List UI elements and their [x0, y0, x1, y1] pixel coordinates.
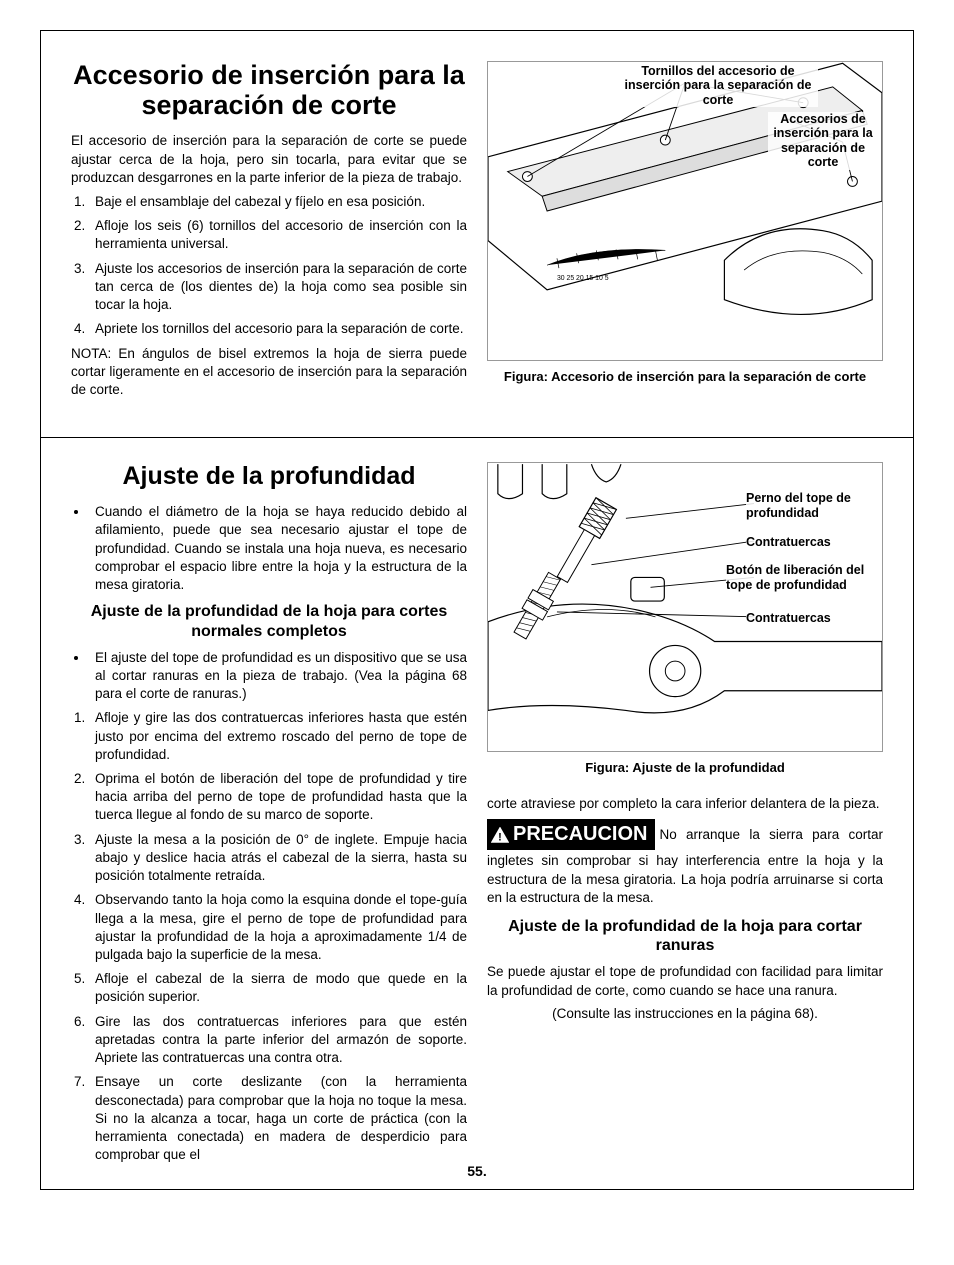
page-number: 55. [41, 1163, 913, 1179]
caution-badge: ! PRECAUCION [487, 819, 655, 850]
section2-bullet-list2: El ajuste del tope de profundidad es un … [89, 649, 467, 704]
section2-step: Ensaye un corte deslizante (con la herra… [89, 1073, 467, 1164]
section2-bullet-list1: Cuando el diámetro de la hoja se haya re… [89, 503, 467, 594]
callout-release-button: Botón de liberación del tope de profundi… [726, 563, 876, 592]
slots-ref: (Consulte las instrucciones en la página… [487, 1006, 883, 1021]
figure1-caption: Figura: Accesorio de inserción para la s… [487, 369, 883, 384]
section2-title: Ajuste de la profundidad [71, 462, 467, 491]
section2-figure-column: Perno del tope de profundidad Contratuer… [487, 462, 883, 1170]
svg-text:30 25 20 15 10 5: 30 25 20 15 10 5 [557, 275, 609, 282]
section-divider [41, 437, 913, 438]
figure-kerf-insert: 30 25 20 15 10 5 Tornillos del accesorio… [487, 61, 883, 361]
manual-page: Accesorio de inserción para la separació… [40, 30, 914, 1190]
section1-step: Afloje los seis (6) tornillos del acceso… [89, 217, 467, 253]
section2-step: Oprima el botón de liberación del tope d… [89, 770, 467, 825]
section2-step: Ajuste la mesa a la posición de 0° de in… [89, 831, 467, 886]
section2-step: Gire las dos contratuercas inferiores pa… [89, 1013, 467, 1068]
callout-screws: Tornillos del accesorio de inserción par… [618, 64, 818, 107]
warning-triangle-icon: ! [491, 827, 509, 843]
section2-steps: Afloje y gire las dos contratuercas infe… [89, 709, 467, 1164]
section1-title: Accesorio de inserción para la separació… [71, 61, 467, 120]
caution-paragraph: ! PRECAUCION No arranque la sierra para … [487, 819, 883, 907]
section1-figure-column: 30 25 20 15 10 5 Tornillos del accesorio… [487, 61, 883, 405]
section1-step: Baje el ensamblaje del cabezal y fíjelo … [89, 193, 467, 211]
section1-note: NOTA: En ángulos de bisel extremos la ho… [71, 345, 467, 400]
callout-depth-bolt: Perno del tope de profundidad [746, 491, 876, 520]
callout-inserts: Accesorios de inserción para la separaci… [768, 112, 878, 170]
svg-text:!: ! [498, 832, 502, 844]
step7-continuation: corte atraviese por completo la cara inf… [487, 795, 883, 813]
section1-text-column: Accesorio de inserción para la separació… [71, 61, 467, 405]
section2-right-text: corte atraviese por completo la cara inf… [487, 795, 883, 1021]
section2-step: Afloje y gire las dos contratuercas infe… [89, 709, 467, 764]
section2-bullet: Cuando el diámetro de la hoja se haya re… [89, 503, 467, 594]
section-kerf-insert: Accesorio de inserción para la separació… [71, 61, 883, 425]
section1-steps: Baje el ensamblaje del cabezal y fíjelo … [89, 193, 467, 339]
figure2-caption: Figura: Ajuste de la profundidad [487, 760, 883, 775]
figure-depth-adjust: Perno del tope de profundidad Contratuer… [487, 462, 883, 752]
section2-subhead1: Ajuste de la profundidad de la hoja para… [71, 602, 467, 640]
section1-intro: El accesorio de inserción para la separa… [71, 132, 467, 187]
section2-text-column: Ajuste de la profundidad Cuando el diáme… [71, 462, 467, 1170]
callout-locknuts1: Contratuercas [746, 535, 876, 549]
caution-label-text: PRECAUCION [513, 823, 647, 845]
section1-step: Apriete los tornillos del accesorio para… [89, 320, 467, 338]
slots-text: Se puede ajustar el tope de profundidad … [487, 963, 883, 999]
section1-step: Ajuste los accesorios de inserción para … [89, 260, 467, 315]
section2-step: Observando tanto la hoja como la esquina… [89, 891, 467, 964]
section2-subhead2: Ajuste de la profundidad de la hoja para… [487, 917, 883, 955]
callout-locknuts2: Contratuercas [746, 611, 876, 625]
section2-step: Afloje el cabezal de la sierra de modo q… [89, 970, 467, 1006]
section-depth-adjust: Ajuste de la profundidad Cuando el diáme… [71, 462, 883, 1170]
section2-bullet: El ajuste del tope de profundidad es un … [89, 649, 467, 704]
